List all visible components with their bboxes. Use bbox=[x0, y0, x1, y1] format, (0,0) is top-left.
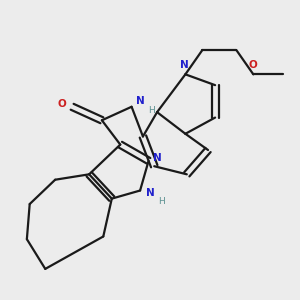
Text: N: N bbox=[180, 60, 188, 70]
Text: H: H bbox=[158, 197, 165, 206]
Text: H: H bbox=[148, 106, 155, 115]
Text: O: O bbox=[58, 99, 67, 109]
Text: O: O bbox=[249, 60, 258, 70]
Text: N: N bbox=[136, 96, 145, 106]
Text: N: N bbox=[146, 188, 154, 198]
Text: N: N bbox=[153, 153, 161, 163]
